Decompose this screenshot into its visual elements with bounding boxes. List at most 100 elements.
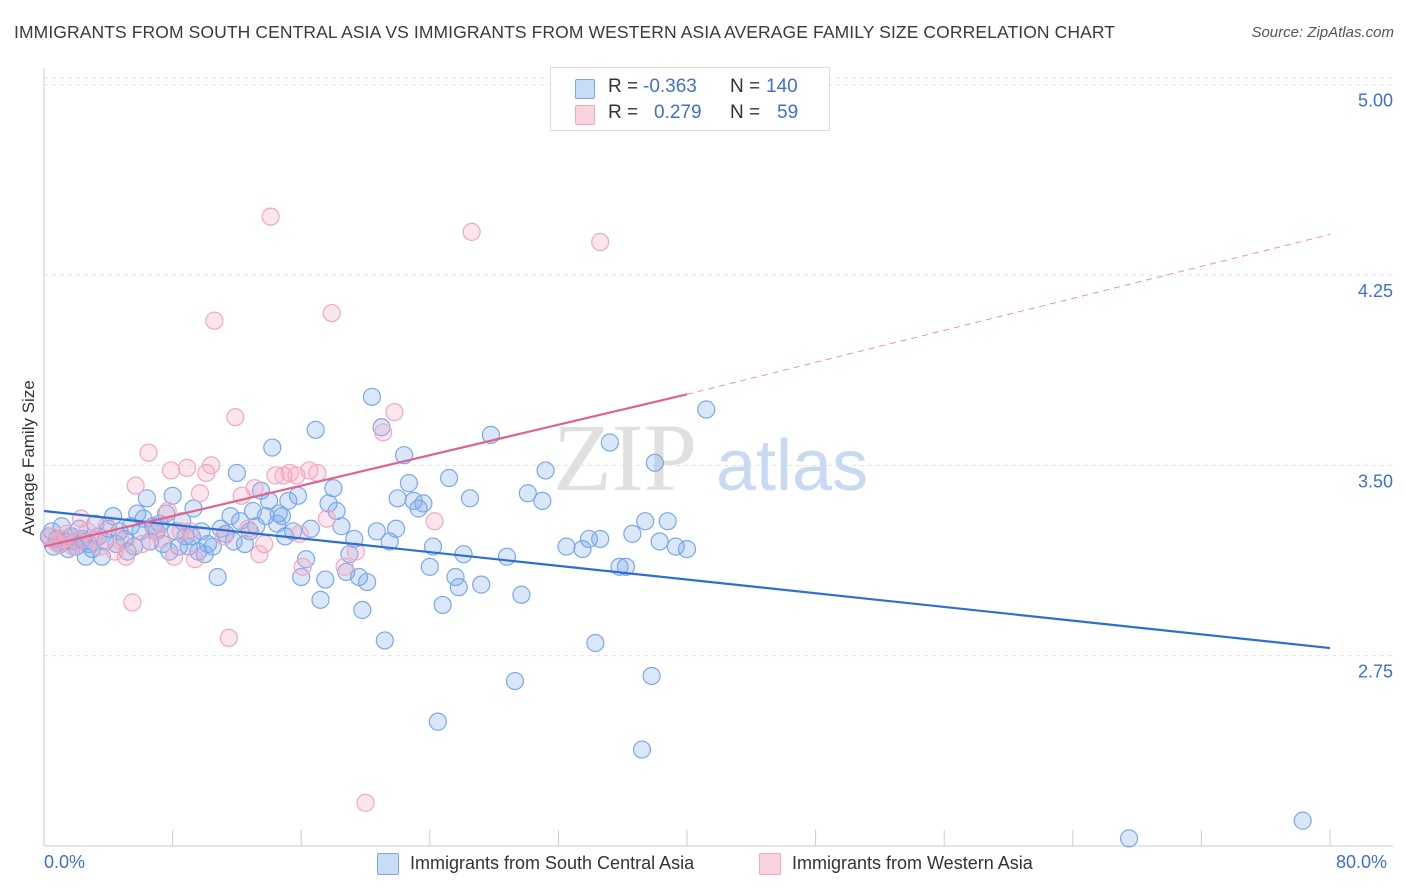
point-south-central-asia xyxy=(573,539,592,559)
point-western-asia xyxy=(425,512,444,531)
point-western-asia xyxy=(105,542,124,561)
point-south-central-asia xyxy=(227,463,246,483)
point-western-asia xyxy=(374,423,393,442)
point-south-central-asia xyxy=(497,547,517,566)
point-western-asia xyxy=(250,545,269,564)
stats-legend: R = -0.363 N = 140 R = 0.279 N = 59 xyxy=(550,67,830,131)
point-south-central-asia xyxy=(137,489,156,508)
point-south-central-asia xyxy=(166,522,185,541)
point-western-asia xyxy=(186,550,205,569)
point-western-asia xyxy=(261,207,280,226)
point-western-asia xyxy=(219,628,238,648)
point-south-central-asia xyxy=(163,486,182,505)
point-south-central-asia xyxy=(388,489,407,508)
point-south-central-asia xyxy=(176,527,195,546)
point-south-central-asia xyxy=(616,557,636,576)
n-value: 140 xyxy=(766,76,798,97)
point-south-central-asia xyxy=(472,575,491,594)
n-value: 59 xyxy=(777,102,799,123)
point-south-central-asia xyxy=(533,491,552,510)
axes xyxy=(43,68,1393,847)
point-south-central-asia xyxy=(677,539,697,559)
point-south-central-asia xyxy=(269,504,288,523)
point-south-central-asia xyxy=(306,420,325,439)
point-western-asia xyxy=(239,519,258,538)
point-south-central-asia xyxy=(208,567,227,587)
point-western-asia xyxy=(123,593,142,612)
point-south-central-asia xyxy=(324,479,343,498)
y-tick-label: 2.75 xyxy=(1358,662,1393,682)
x-tick-min: 0.0% xyxy=(44,852,86,872)
point-south-central-asia xyxy=(358,572,377,592)
point-south-central-asia xyxy=(263,438,282,457)
point-south-central-asia xyxy=(375,631,394,650)
point-western-asia xyxy=(293,557,312,576)
point-south-central-asia xyxy=(600,433,619,452)
watermark-zip: ZIP xyxy=(553,404,697,511)
gridlines xyxy=(44,77,1393,657)
point-south-central-asia xyxy=(632,740,652,759)
legend-label: Immigrants from South Central Asia xyxy=(410,853,695,873)
point-western-asia xyxy=(116,547,136,566)
point-western-asia xyxy=(322,303,341,323)
point-western-asia xyxy=(91,537,110,556)
point-south-central-asia xyxy=(536,461,555,480)
point-south-central-asia xyxy=(1293,811,1312,830)
point-south-central-asia xyxy=(512,585,531,604)
legend-swatch-western-asia xyxy=(759,853,781,875)
point-western-asia xyxy=(214,527,234,546)
point-western-asia xyxy=(335,557,354,576)
point-south-central-asia xyxy=(221,506,240,526)
point-western-asia xyxy=(308,463,327,483)
n-label: N = xyxy=(730,76,761,97)
point-south-central-asia xyxy=(658,512,677,531)
trend-extension-western-asia xyxy=(686,233,1331,395)
point-south-central-asia xyxy=(642,666,661,686)
point-south-central-asia xyxy=(272,506,292,526)
point-south-central-asia xyxy=(353,600,372,620)
swatch-south-central-asia xyxy=(575,79,595,99)
point-western-asia xyxy=(165,547,184,566)
y-tick-label: 3.50 xyxy=(1358,471,1393,491)
point-western-asia xyxy=(139,443,158,462)
point-south-central-asia xyxy=(288,486,308,505)
point-western-asia xyxy=(177,458,197,477)
point-south-central-asia xyxy=(586,633,605,653)
point-western-asia xyxy=(126,476,145,495)
point-south-central-asia xyxy=(1119,829,1139,848)
point-south-central-asia xyxy=(449,578,468,597)
chart-title: IMMIGRANTS FROM SOUTH CENTRAL ASIA VS IM… xyxy=(14,22,1116,42)
legend-label: Immigrants from Western Asia xyxy=(792,853,1033,873)
point-western-asia xyxy=(226,408,245,427)
point-south-central-asia xyxy=(460,489,480,508)
r-value: -0.363 xyxy=(643,76,697,97)
watermark-atlas: atlas xyxy=(716,426,868,506)
point-south-central-asia xyxy=(169,537,189,556)
point-south-central-asia xyxy=(399,474,419,493)
point-western-asia xyxy=(591,232,610,252)
point-western-asia xyxy=(462,222,481,241)
point-south-central-asia xyxy=(386,519,406,538)
point-western-asia xyxy=(255,534,274,554)
r-label: R = xyxy=(608,102,639,123)
point-south-central-asia xyxy=(203,537,222,556)
point-south-central-asia xyxy=(279,491,298,510)
point-south-central-asia xyxy=(362,387,382,406)
point-western-asia xyxy=(346,542,365,561)
point-south-central-asia xyxy=(650,532,669,551)
point-south-central-asia xyxy=(433,595,452,615)
point-south-central-asia xyxy=(428,712,447,731)
point-south-central-asia xyxy=(414,494,433,513)
point-south-central-asia xyxy=(439,468,459,488)
trend-line-south-central-asia xyxy=(43,509,1331,650)
point-south-central-asia xyxy=(645,453,664,472)
point-south-central-asia xyxy=(104,506,123,526)
point-western-asia xyxy=(317,509,337,528)
y-tick-label: 4.25 xyxy=(1358,281,1393,301)
r-label: R = xyxy=(608,76,639,97)
point-western-asia xyxy=(152,529,171,549)
point-south-central-asia xyxy=(184,499,203,518)
point-south-central-asia xyxy=(557,537,576,556)
legend-swatch-south-central-asia xyxy=(377,853,399,875)
